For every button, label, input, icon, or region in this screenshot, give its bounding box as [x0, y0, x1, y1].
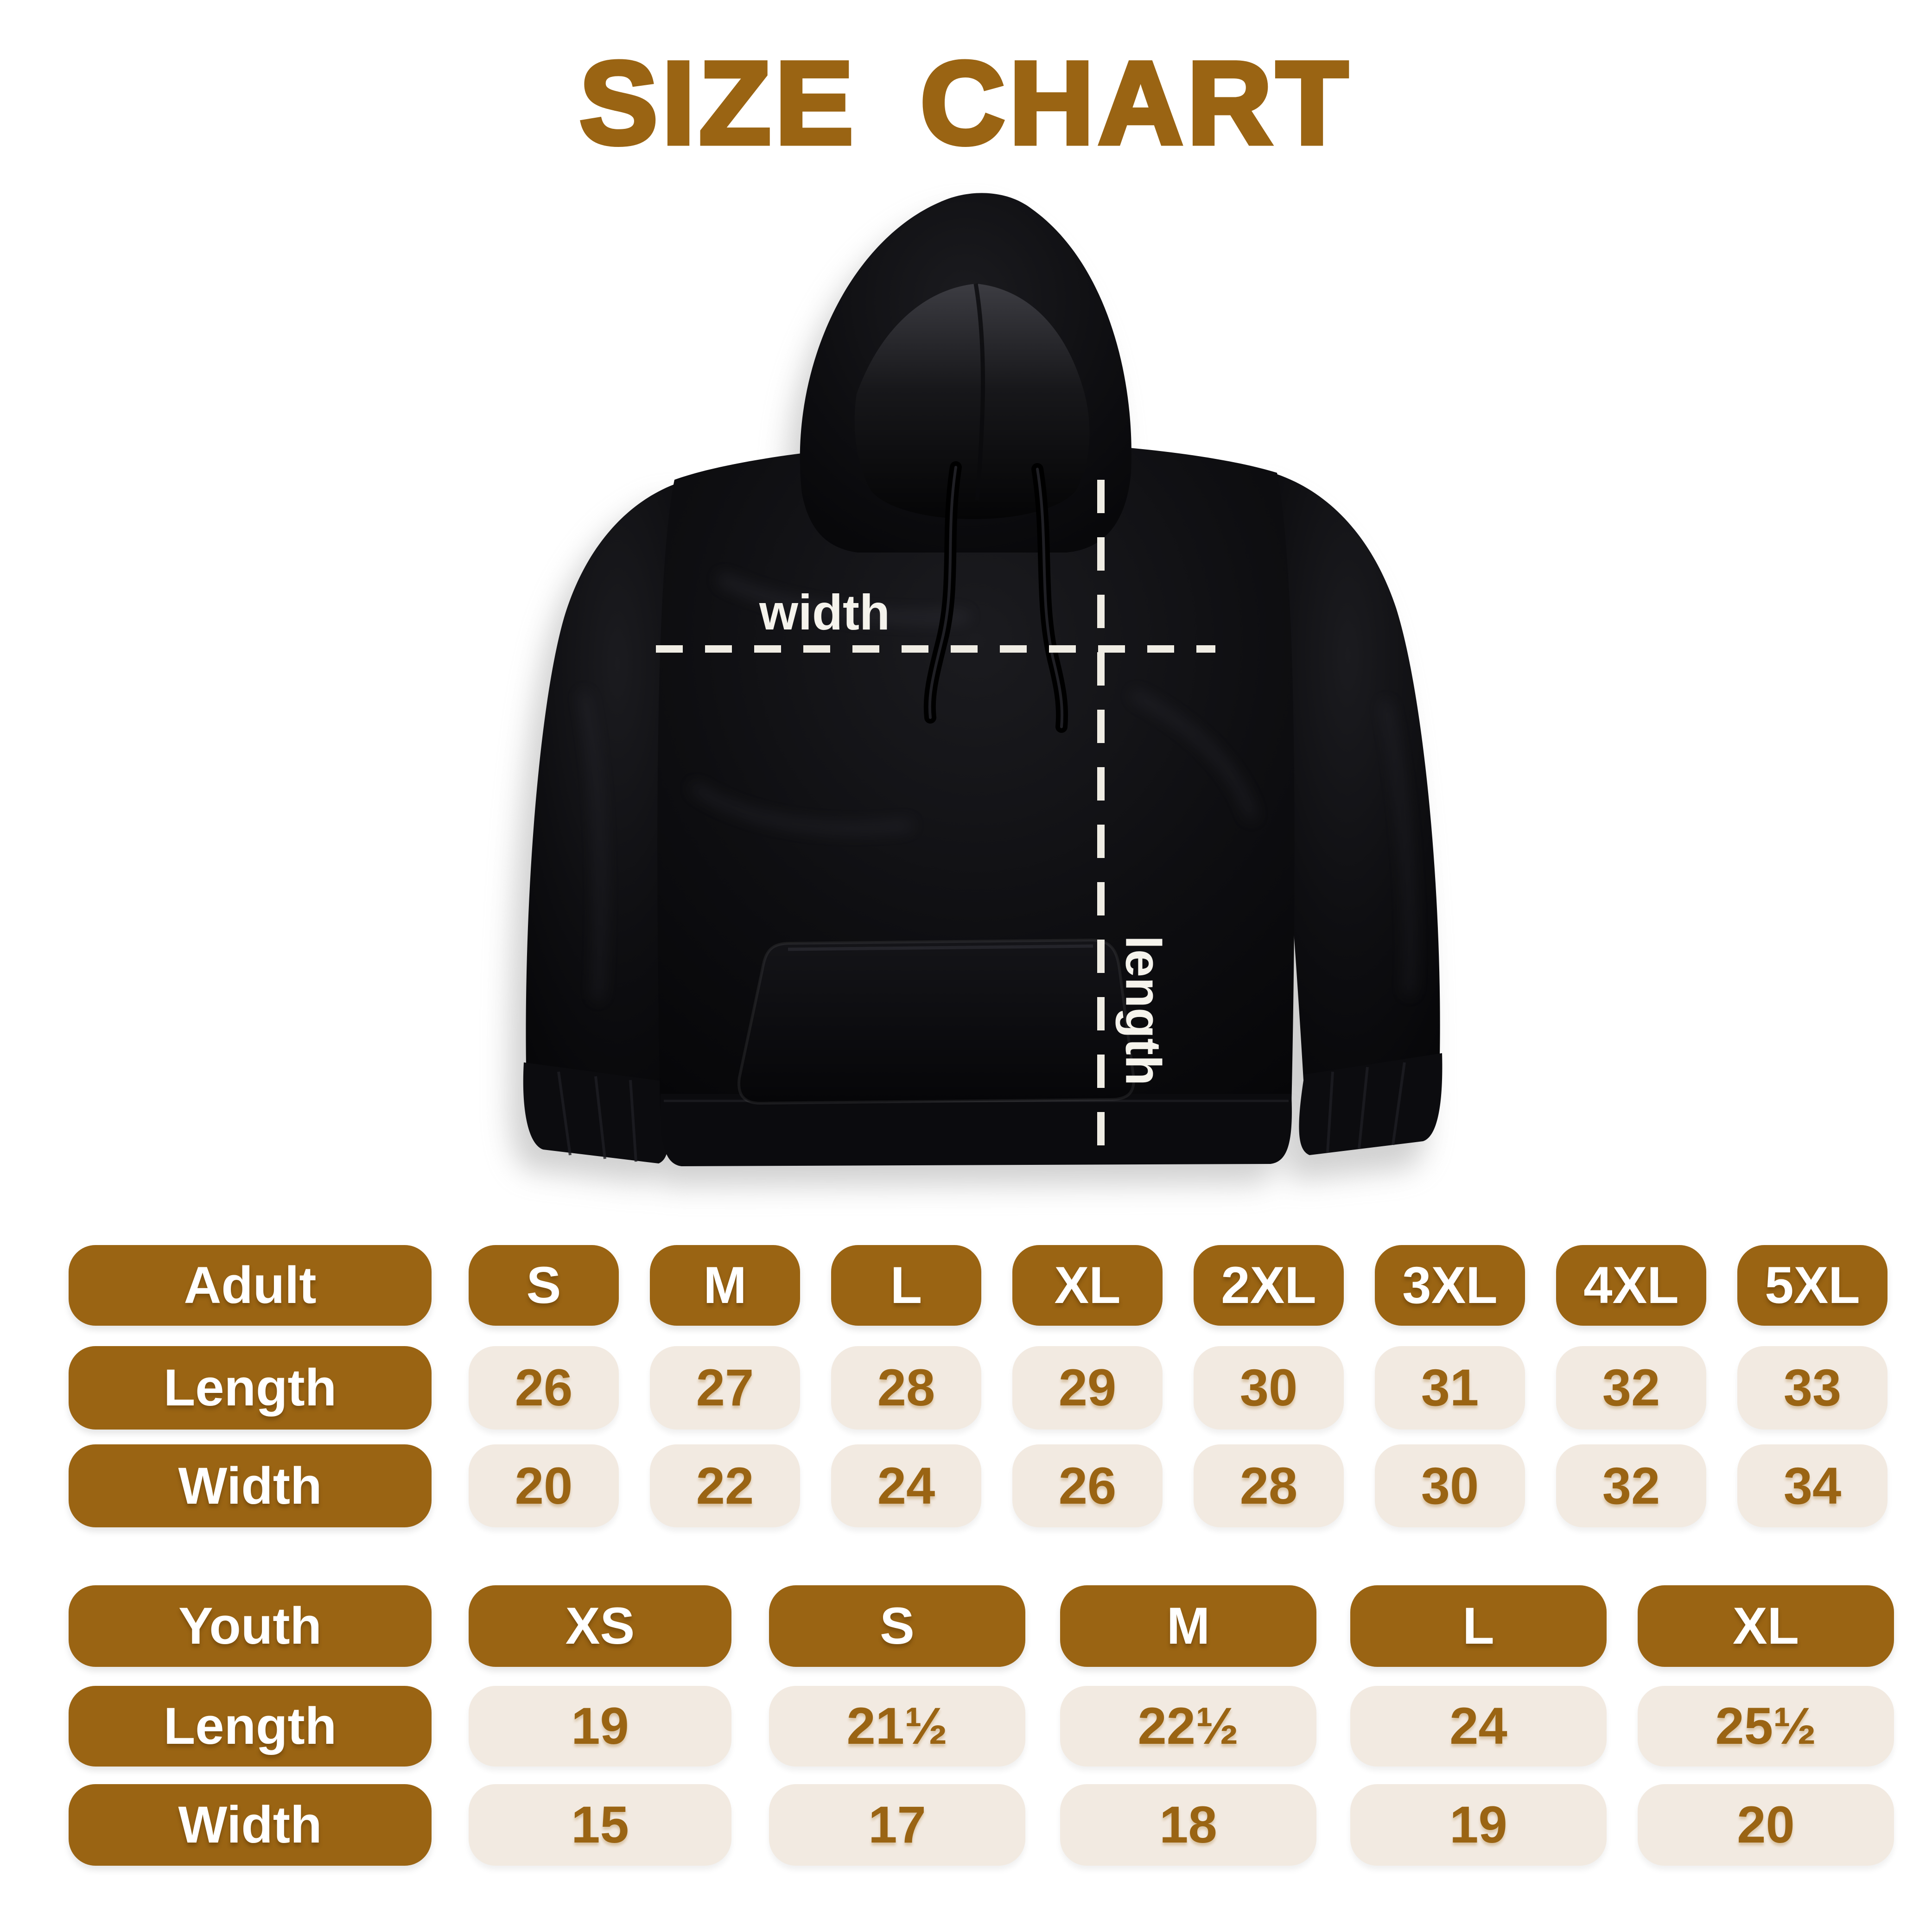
hoodie-illustration: width length: [440, 176, 1506, 1256]
hoodie-cuff-right: [1299, 1053, 1443, 1155]
size-header-pill: XL: [1012, 1245, 1163, 1326]
size-header-pill: XL: [1638, 1585, 1894, 1667]
size-value-cell: 34: [1737, 1444, 1888, 1527]
size-value-cell: 29: [1012, 1346, 1163, 1430]
hoodie-hem: [660, 1094, 1292, 1166]
width-measure-label: width: [759, 584, 890, 640]
hoodie-sleeve-right: [1255, 474, 1440, 1080]
size-value-cell: 32: [1556, 1444, 1706, 1527]
page-title: SIZE CHART: [577, 36, 1353, 171]
row-label-pill: Width: [69, 1784, 432, 1866]
size-header-pill: 4XL: [1556, 1245, 1706, 1326]
size-value-cell: 28: [1194, 1444, 1344, 1527]
size-value-cell: 20: [469, 1444, 619, 1527]
size-value-cell: 15: [469, 1784, 731, 1866]
size-value-cell: 21½: [769, 1686, 1025, 1767]
measurement-lines: width length: [656, 480, 1215, 1154]
size-value-cell: 26: [469, 1346, 619, 1430]
hoodie-pocket: [737, 938, 1135, 1105]
size-value-cell: 26: [1012, 1444, 1163, 1527]
size-value-cell: 22: [650, 1444, 800, 1527]
size-header-pill: S: [469, 1245, 619, 1326]
hoodie-drawstrings: [923, 461, 1068, 733]
size-value-cell: 32: [1556, 1346, 1706, 1430]
size-header-pill: M: [1060, 1585, 1316, 1667]
size-value-cell: 18: [1060, 1784, 1316, 1866]
size-value-cell: 17: [769, 1784, 1025, 1866]
size-value-cell: 24: [1350, 1686, 1607, 1767]
size-header-pill: L: [831, 1245, 981, 1326]
row-label-pill: Width: [69, 1444, 432, 1527]
size-value-cell: 24: [831, 1444, 981, 1527]
size-header-pill: M: [650, 1245, 800, 1326]
length-measure-label: length: [1115, 935, 1171, 1086]
size-value-cell: 28: [831, 1346, 981, 1430]
size-header-pill: S: [769, 1585, 1025, 1667]
size-value-cell: 20: [1638, 1784, 1894, 1866]
size-value-cell: 31: [1375, 1346, 1525, 1430]
size-value-cell: 30: [1194, 1346, 1344, 1430]
size-value-cell: 19: [469, 1686, 731, 1767]
size-value-cell: 22½: [1060, 1686, 1316, 1767]
row-label-pill: Length: [69, 1346, 432, 1430]
size-value-cell: 30: [1375, 1444, 1525, 1527]
size-value-cell: 25½: [1638, 1686, 1894, 1767]
hoodie-hood-lining: [854, 284, 1090, 519]
table-group-pill: Youth: [69, 1585, 432, 1667]
size-header-pill: XS: [469, 1585, 731, 1667]
size-value-cell: 27: [650, 1346, 800, 1430]
row-label-pill: Length: [69, 1686, 432, 1767]
size-header-pill: L: [1350, 1585, 1607, 1667]
size-header-pill: 2XL: [1194, 1245, 1344, 1326]
table-group-pill: Adult: [69, 1245, 432, 1326]
size-header-pill: 5XL: [1737, 1245, 1888, 1326]
size-value-cell: 33: [1737, 1346, 1888, 1430]
size-value-cell: 19: [1350, 1784, 1607, 1866]
size-header-pill: 3XL: [1375, 1245, 1525, 1326]
